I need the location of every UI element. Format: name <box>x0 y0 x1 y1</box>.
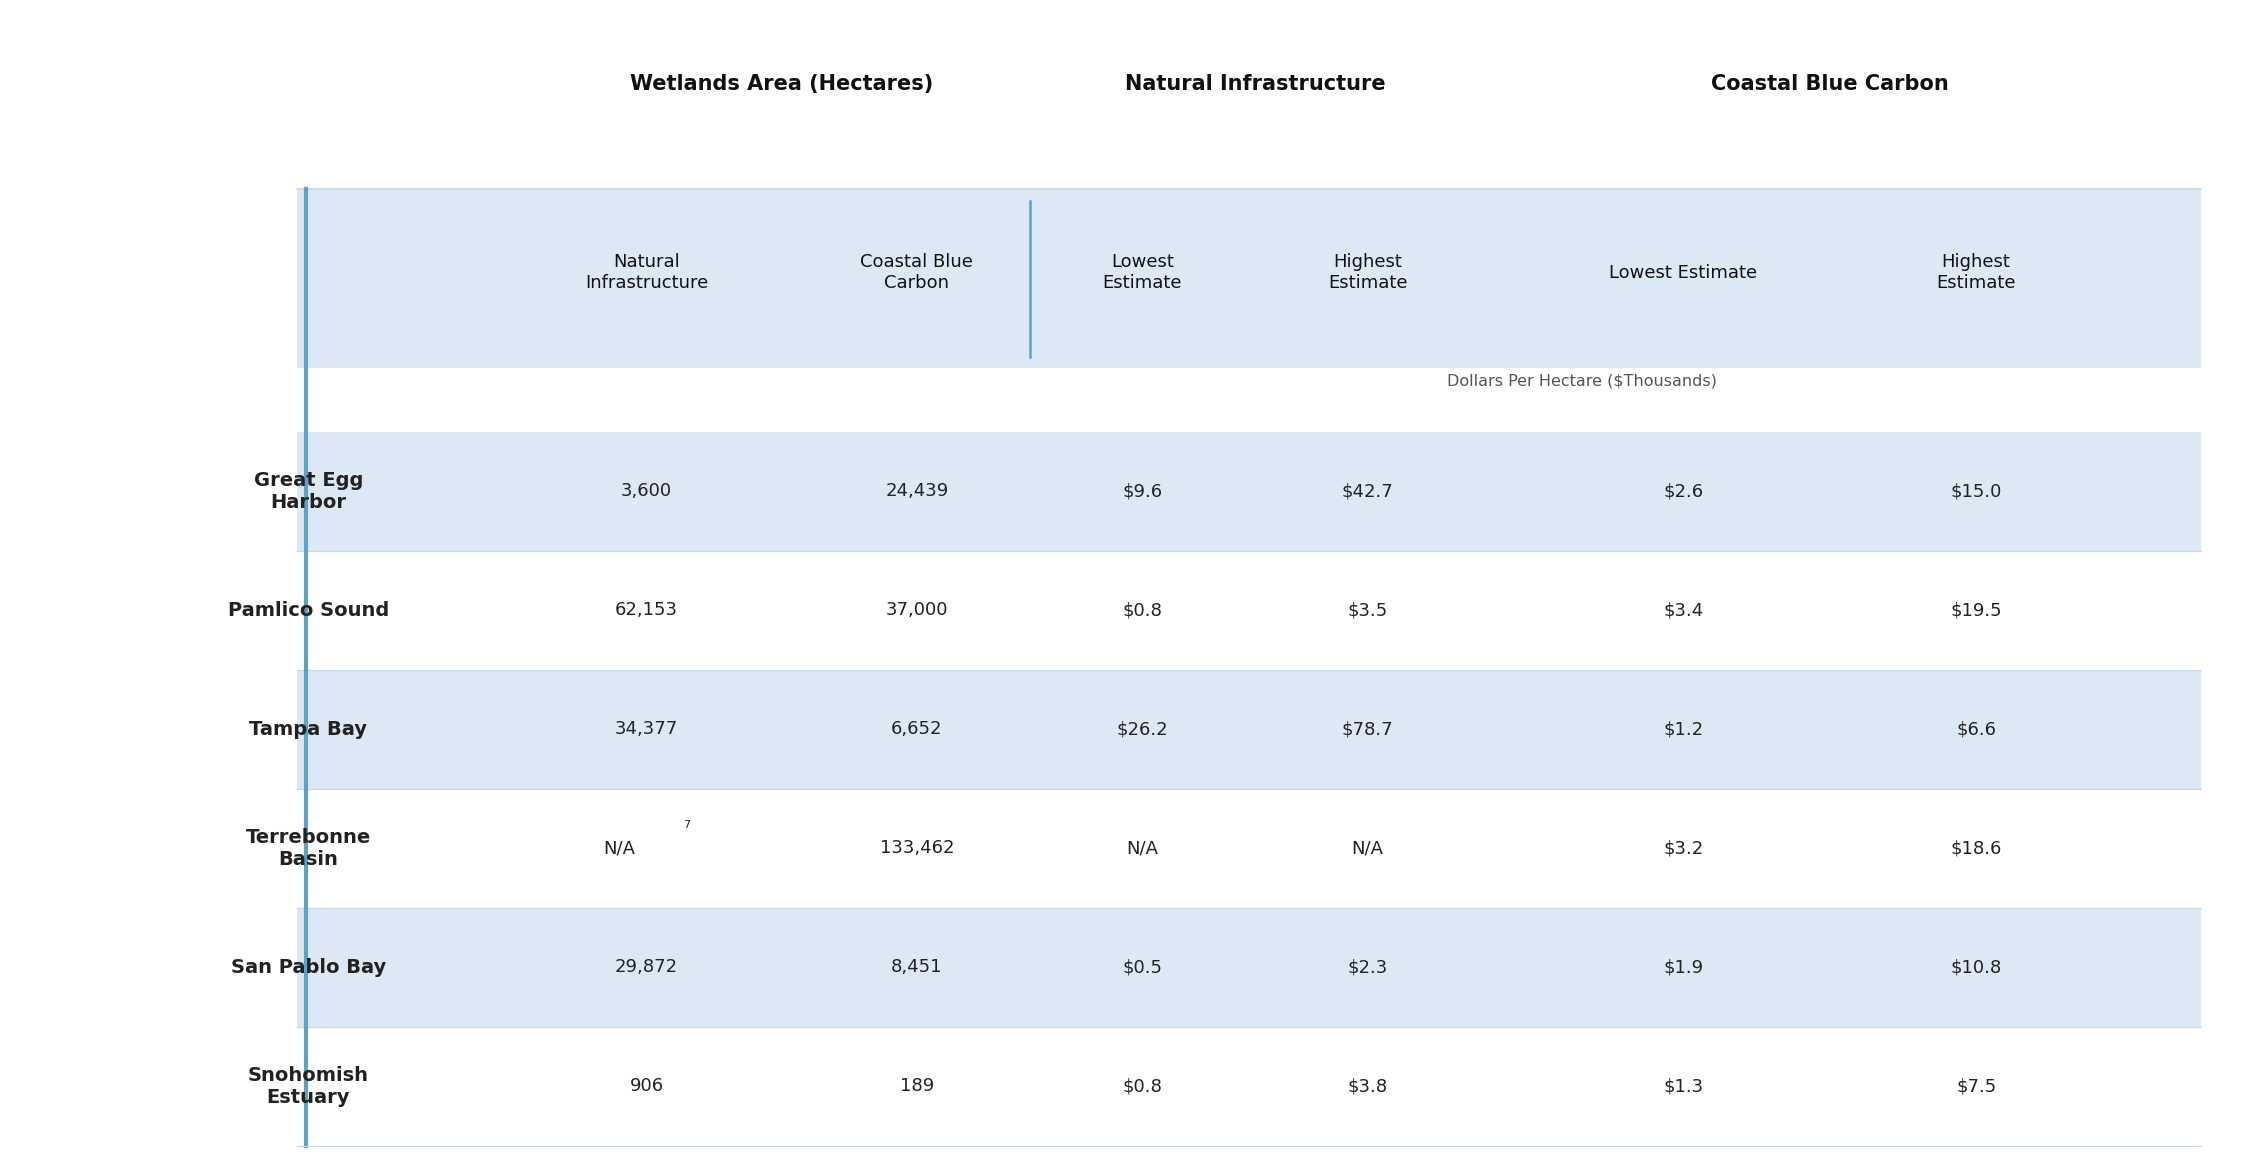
Text: $19.5: $19.5 <box>1950 602 2002 619</box>
Text: $10.8: $10.8 <box>1950 958 2002 977</box>
Text: Lowest Estimate: Lowest Estimate <box>1608 264 1758 282</box>
Text: Coastal Blue Carbon: Coastal Blue Carbon <box>1710 73 1948 93</box>
Text: $1.3: $1.3 <box>1663 1078 1703 1095</box>
Text: $0.5: $0.5 <box>1122 958 1163 977</box>
Text: $1.9: $1.9 <box>1663 958 1703 977</box>
Text: Dollars Per Hectare ($Thousands): Dollars Per Hectare ($Thousands) <box>1448 374 1717 389</box>
Text: $7.5: $7.5 <box>1957 1078 1997 1095</box>
Text: Pamlico Sound: Pamlico Sound <box>228 601 389 619</box>
Text: 3,600: 3,600 <box>620 482 672 501</box>
Text: 37,000: 37,000 <box>887 602 948 619</box>
Text: $15.0: $15.0 <box>1950 482 2002 501</box>
Text: $0.8: $0.8 <box>1122 1078 1163 1095</box>
Text: $0.8: $0.8 <box>1122 602 1163 619</box>
Text: $42.7: $42.7 <box>1341 482 1393 501</box>
Text: $3.2: $3.2 <box>1663 839 1703 858</box>
Text: 6,652: 6,652 <box>891 721 943 738</box>
Text: Coastal Blue
Carbon: Coastal Blue Carbon <box>860 254 973 292</box>
Text: N/A: N/A <box>604 839 636 858</box>
FancyBboxPatch shape <box>296 669 2201 789</box>
Text: Snohomish
Estuary: Snohomish Estuary <box>249 1066 369 1107</box>
Text: 133,462: 133,462 <box>880 839 955 858</box>
Text: N/A: N/A <box>1126 839 1158 858</box>
FancyBboxPatch shape <box>296 189 2201 368</box>
Text: $3.5: $3.5 <box>1348 602 1389 619</box>
Text: 34,377: 34,377 <box>615 721 679 738</box>
Text: $9.6: $9.6 <box>1122 482 1163 501</box>
Text: $3.8: $3.8 <box>1348 1078 1387 1095</box>
Text: N/A: N/A <box>1353 839 1384 858</box>
Text: 7: 7 <box>683 821 690 830</box>
Text: Tampa Bay: Tampa Bay <box>249 719 366 739</box>
Text: 24,439: 24,439 <box>884 482 948 501</box>
Text: $6.6: $6.6 <box>1957 721 1995 738</box>
Text: $78.7: $78.7 <box>1341 721 1393 738</box>
Text: Natural
Infrastructure: Natural Infrastructure <box>586 254 708 292</box>
Text: $1.2: $1.2 <box>1663 721 1703 738</box>
Text: 8,451: 8,451 <box>891 958 943 977</box>
Text: 62,153: 62,153 <box>615 602 679 619</box>
Text: Highest
Estimate: Highest Estimate <box>1936 254 2015 292</box>
Text: Lowest
Estimate: Lowest Estimate <box>1102 254 1183 292</box>
Text: Wetlands Area (Hectares): Wetlands Area (Hectares) <box>631 73 934 93</box>
Text: $18.6: $18.6 <box>1950 839 2002 858</box>
Text: Great Egg
Harbor: Great Egg Harbor <box>253 470 364 512</box>
Text: $3.4: $3.4 <box>1663 602 1703 619</box>
FancyBboxPatch shape <box>296 432 2201 551</box>
Text: Natural Infrastructure: Natural Infrastructure <box>1124 73 1384 93</box>
Text: 906: 906 <box>629 1078 663 1095</box>
FancyBboxPatch shape <box>296 908 2201 1027</box>
Text: Terrebonne
Basin: Terrebonne Basin <box>247 828 371 868</box>
Text: 189: 189 <box>900 1078 934 1095</box>
Text: $2.6: $2.6 <box>1663 482 1703 501</box>
Text: San Pablo Bay: San Pablo Bay <box>231 958 387 977</box>
Text: $2.3: $2.3 <box>1348 958 1389 977</box>
Text: 29,872: 29,872 <box>615 958 679 977</box>
Text: $26.2: $26.2 <box>1117 721 1167 738</box>
Text: Highest
Estimate: Highest Estimate <box>1328 254 1407 292</box>
